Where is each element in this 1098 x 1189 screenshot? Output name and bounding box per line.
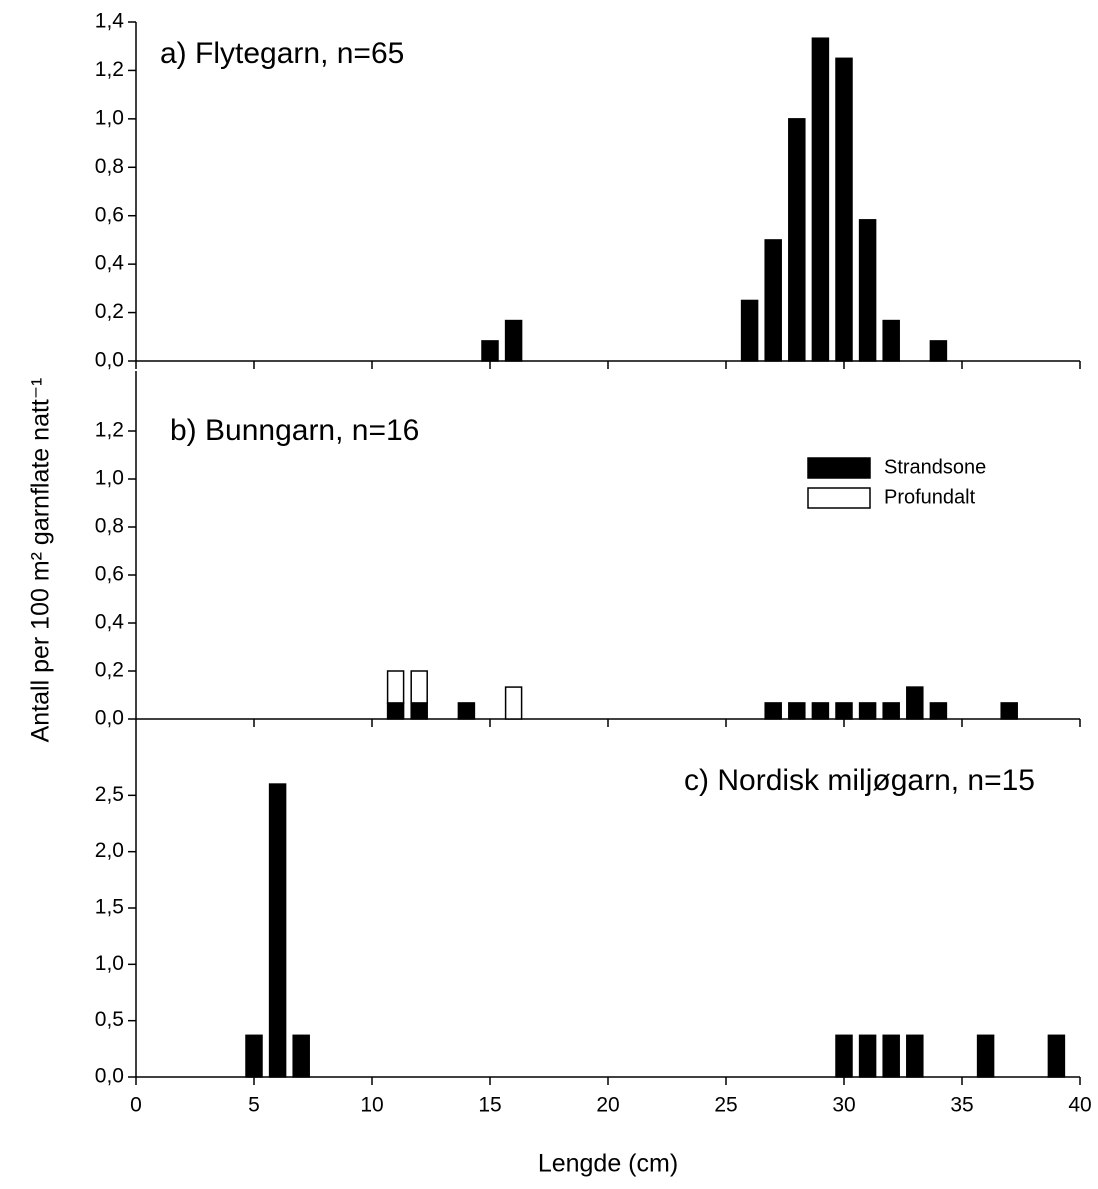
legend-label: Profundalt bbox=[884, 486, 976, 508]
bar bbox=[764, 239, 782, 362]
x-tick-label: 5 bbox=[248, 1094, 260, 1117]
y-tick-label: 0,2 bbox=[95, 659, 124, 682]
x-tick-label: 30 bbox=[832, 1094, 855, 1117]
bar bbox=[740, 299, 759, 362]
y-tick-label: 0,0 bbox=[95, 707, 124, 730]
bar bbox=[788, 702, 806, 720]
y-tick-label: 0,6 bbox=[95, 203, 124, 226]
y-tick-label: 1,4 bbox=[95, 10, 125, 33]
x-tick-label: 25 bbox=[714, 1094, 737, 1117]
bar bbox=[1000, 702, 1018, 720]
x-tick-label: 20 bbox=[596, 1094, 619, 1117]
bar bbox=[976, 1034, 995, 1078]
y-tick-label: 0,6 bbox=[95, 563, 124, 586]
bar bbox=[858, 702, 877, 720]
x-tick-label: 10 bbox=[360, 1094, 383, 1117]
bar bbox=[245, 1034, 263, 1078]
y-tick-label: 1,0 bbox=[95, 952, 124, 975]
panel-annotation: b) Bunngarn, n=16 bbox=[170, 414, 419, 447]
y-tick-label: 0,2 bbox=[95, 300, 124, 323]
bar bbox=[929, 340, 948, 362]
bar bbox=[788, 118, 806, 362]
bar bbox=[882, 702, 900, 720]
y-tick-label: 2,0 bbox=[95, 839, 124, 862]
bar bbox=[835, 1034, 853, 1078]
bar bbox=[882, 319, 900, 362]
bar bbox=[764, 702, 782, 720]
bar bbox=[835, 702, 853, 720]
legend-swatch bbox=[807, 457, 871, 479]
y-tick-label: 0,8 bbox=[95, 155, 124, 178]
bar bbox=[882, 1034, 900, 1078]
bar bbox=[835, 57, 853, 362]
bar bbox=[410, 670, 428, 704]
bar bbox=[386, 702, 405, 720]
y-tick-label: 1,5 bbox=[95, 896, 124, 919]
bar bbox=[858, 1034, 877, 1078]
y-tick-label: 0,5 bbox=[95, 1008, 124, 1031]
x-tick-label: 0 bbox=[130, 1094, 142, 1117]
legend-swatch bbox=[807, 487, 871, 509]
bar bbox=[811, 702, 830, 720]
y-tick-label: 0,8 bbox=[95, 515, 124, 538]
y-tick-label: 0,0 bbox=[95, 349, 124, 372]
bar bbox=[858, 219, 877, 362]
y-tick-label: 1,2 bbox=[95, 58, 124, 81]
panel-annotation: c) Nordisk miljøgarn, n=15 bbox=[684, 764, 1035, 797]
y-tick-label: 0,0 bbox=[95, 1065, 124, 1088]
x-axis-label: Lengde (cm) bbox=[538, 1150, 678, 1178]
y-tick-label: 1,0 bbox=[95, 467, 124, 490]
bar bbox=[268, 783, 287, 1078]
bar bbox=[504, 686, 523, 720]
bar bbox=[457, 702, 476, 720]
bar bbox=[811, 37, 830, 362]
bar bbox=[929, 702, 948, 720]
y-axis-label: Antall per 100 m² garnflate natt⁻¹ bbox=[27, 378, 55, 743]
x-tick-label: 15 bbox=[478, 1094, 501, 1117]
y-tick-label: 1,0 bbox=[95, 106, 124, 129]
panel-annotation: a) Flytegarn, n=65 bbox=[160, 37, 404, 70]
bar bbox=[906, 686, 924, 720]
bar bbox=[1047, 1034, 1066, 1078]
bar bbox=[504, 319, 523, 362]
bar bbox=[386, 670, 405, 704]
y-tick-label: 0,4 bbox=[95, 611, 125, 634]
x-tick-label: 35 bbox=[950, 1094, 973, 1117]
bar bbox=[292, 1034, 310, 1078]
y-tick-label: 0,4 bbox=[95, 252, 125, 275]
bar bbox=[410, 702, 428, 720]
y-tick-label: 1,2 bbox=[95, 419, 124, 442]
bar bbox=[481, 340, 499, 362]
y-tick-label: 2,5 bbox=[95, 783, 124, 806]
x-tick-label: 40 bbox=[1068, 1094, 1091, 1117]
bar bbox=[906, 1034, 924, 1078]
legend-label: Strandsone bbox=[884, 456, 986, 478]
